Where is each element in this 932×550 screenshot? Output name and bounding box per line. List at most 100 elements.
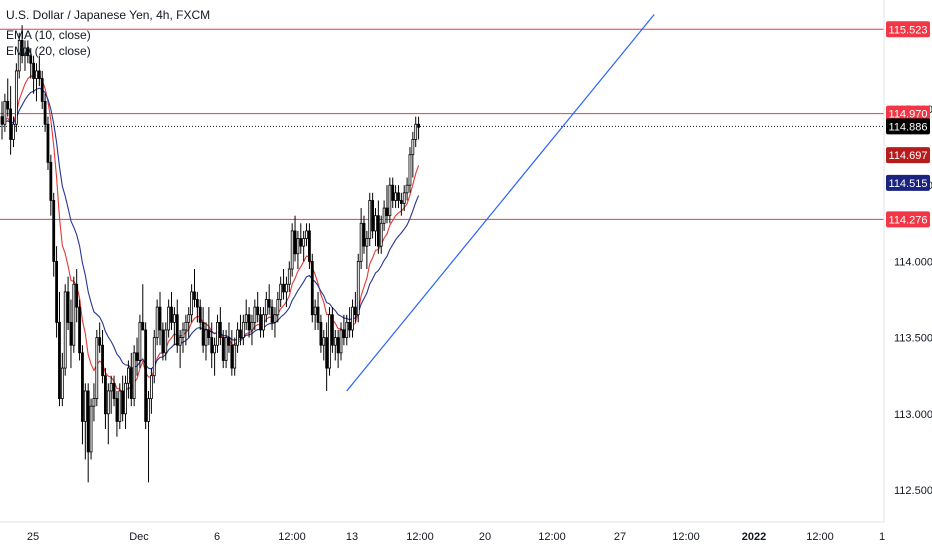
candle[interactable]	[98, 322, 102, 353]
candle[interactable]	[66, 276, 70, 330]
candle[interactable]	[147, 390, 150, 483]
candle[interactable]	[328, 307, 331, 376]
candle[interactable]	[319, 314, 323, 353]
candle[interactable]	[368, 192, 372, 247]
candle[interactable]	[405, 177, 409, 201]
candle[interactable]	[244, 299, 248, 330]
candle[interactable]	[339, 322, 343, 361]
candle[interactable]	[95, 329, 99, 407]
candle[interactable]	[29, 48, 33, 79]
candle[interactable]	[336, 329, 340, 369]
candle[interactable]	[198, 299, 202, 330]
candle[interactable]	[353, 291, 357, 323]
candle[interactable]	[164, 322, 168, 361]
candle[interactable]	[365, 230, 369, 270]
candle[interactable]	[86, 383, 90, 483]
candle[interactable]	[23, 40, 27, 71]
candle[interactable]	[69, 299, 73, 369]
trendline[interactable]	[346, 14, 655, 392]
candle[interactable]	[247, 307, 251, 338]
candle[interactable]	[302, 230, 306, 262]
candle[interactable]	[322, 329, 326, 361]
candle[interactable]	[175, 299, 179, 353]
candle[interactable]	[75, 269, 79, 323]
candle[interactable]	[81, 345, 84, 445]
candle[interactable]	[9, 86, 13, 155]
candle[interactable]	[299, 223, 303, 254]
candle[interactable]	[253, 299, 257, 330]
candle[interactable]	[250, 314, 254, 346]
candle[interactable]	[273, 307, 277, 338]
candle[interactable]	[285, 276, 288, 308]
candle[interactable]	[152, 329, 156, 384]
candle[interactable]	[224, 329, 228, 369]
candle[interactable]	[371, 192, 375, 239]
candle[interactable]	[109, 375, 113, 414]
candle[interactable]	[72, 276, 76, 353]
candle[interactable]	[170, 291, 173, 330]
candle[interactable]	[333, 329, 337, 361]
candle[interactable]	[221, 329, 225, 369]
candle[interactable]	[149, 368, 153, 414]
candle[interactable]	[296, 230, 300, 270]
candle[interactable]	[32, 55, 36, 94]
candle[interactable]	[267, 284, 271, 315]
candle[interactable]	[408, 147, 412, 193]
candle[interactable]	[399, 192, 403, 216]
candle[interactable]	[190, 284, 194, 323]
candle[interactable]	[58, 291, 61, 407]
candle[interactable]	[55, 246, 58, 338]
candle[interactable]	[83, 383, 87, 460]
candle[interactable]	[78, 299, 81, 361]
candle[interactable]	[402, 185, 406, 212]
candle[interactable]	[394, 185, 398, 209]
candle[interactable]	[290, 223, 294, 277]
candle[interactable]	[17, 32, 21, 79]
candle[interactable]	[313, 299, 317, 330]
candle[interactable]	[60, 352, 64, 407]
candle[interactable]	[37, 55, 41, 87]
candle[interactable]	[0, 101, 4, 140]
candle[interactable]	[227, 322, 231, 353]
candle[interactable]	[293, 215, 297, 262]
candle[interactable]	[374, 208, 377, 247]
candle[interactable]	[210, 322, 214, 369]
candle[interactable]	[132, 345, 136, 407]
candle[interactable]	[63, 284, 67, 376]
candle[interactable]	[101, 329, 104, 384]
candle[interactable]	[40, 70, 44, 109]
candle[interactable]	[112, 375, 116, 407]
level-price-tag[interactable]: 114.970	[886, 105, 930, 122]
candle[interactable]	[124, 375, 127, 430]
candle[interactable]	[310, 253, 314, 323]
candle[interactable]	[49, 154, 53, 216]
candle[interactable]	[187, 307, 191, 338]
candle[interactable]	[388, 177, 392, 224]
ema20-price-tag[interactable]: 114.515	[886, 174, 930, 191]
candle[interactable]	[3, 93, 7, 132]
candle[interactable]	[414, 116, 418, 148]
candle[interactable]	[204, 322, 208, 361]
candle[interactable]	[213, 337, 217, 376]
candle[interactable]	[236, 322, 239, 353]
ema10-legend[interactable]: EMA (10, close)	[6, 28, 91, 42]
candle[interactable]	[106, 383, 110, 445]
candle[interactable]	[46, 116, 50, 170]
candle[interactable]	[161, 322, 165, 361]
candle[interactable]	[348, 307, 352, 338]
ema20-legend[interactable]: EMA (20, close)	[6, 44, 91, 58]
price-axis-panel[interactable]	[884, 0, 932, 522]
last-price-price-tag[interactable]: 114.886	[886, 118, 930, 135]
candle[interactable]	[20, 25, 24, 64]
candle[interactable]	[184, 314, 188, 346]
candle[interactable]	[342, 314, 346, 346]
candle[interactable]	[330, 307, 334, 353]
candle[interactable]	[391, 177, 395, 209]
candle[interactable]	[264, 291, 268, 323]
candle[interactable]	[121, 375, 125, 422]
candle[interactable]	[135, 337, 139, 376]
candle[interactable]	[239, 314, 242, 346]
ema10-price-tag[interactable]: 114.697	[886, 147, 930, 164]
candle[interactable]	[308, 223, 311, 270]
